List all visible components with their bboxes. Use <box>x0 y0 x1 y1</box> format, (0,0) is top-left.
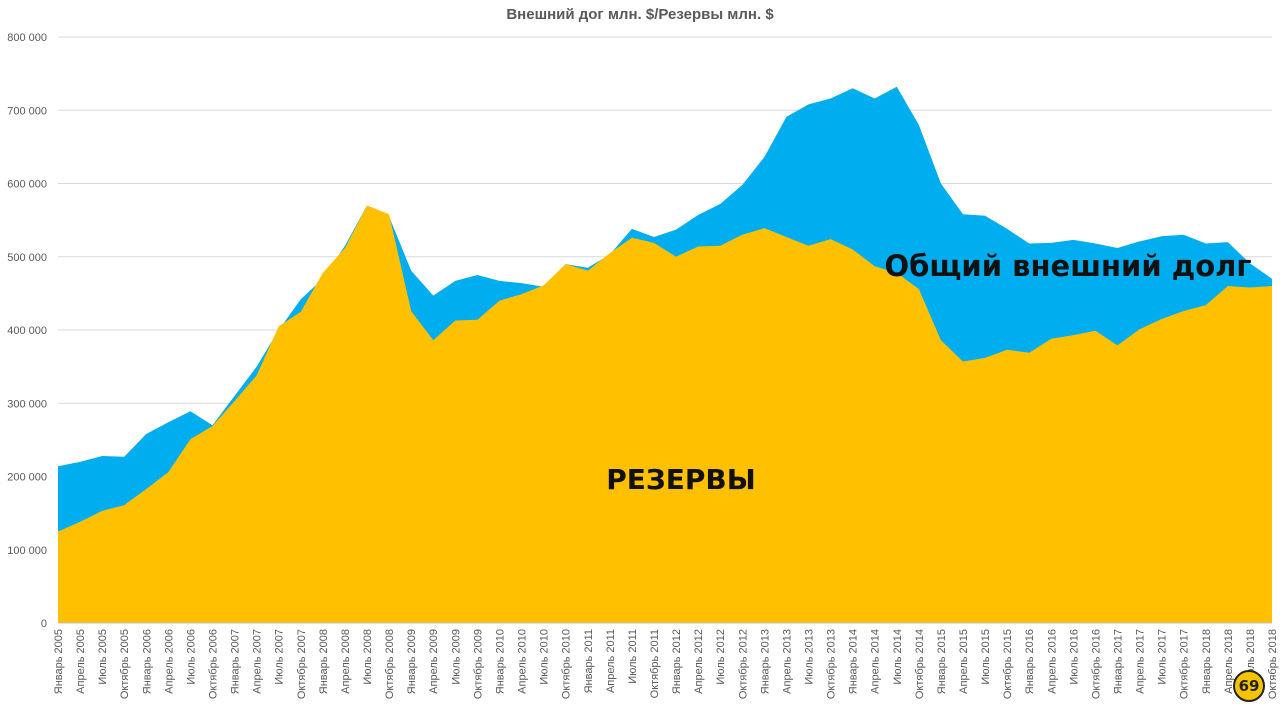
x-tick-label: Январь 2016 <box>1024 629 1036 694</box>
x-tick-label: Июль 2005 <box>97 629 109 685</box>
x-tick-label: Январь 2005 <box>53 629 65 694</box>
x-tick-label: Октябрь 2011 <box>649 629 661 698</box>
x-tick-label: Октябрь 2018 <box>1267 629 1279 699</box>
x-tick-label: Апрель 2007 <box>252 629 264 694</box>
x-tick-label: Январь 2017 <box>1112 629 1124 694</box>
y-tick-label: 200 000 <box>7 472 47 484</box>
y-axis: 0 100 000 200 000 300 000 400 000 500 000 600 … <box>7 32 47 630</box>
x-tick-label: Октябрь 2017 <box>1179 629 1191 699</box>
x-tick-label: Октябрь 2006 <box>208 629 220 699</box>
x-tick-label: Октябрь 2005 <box>119 629 131 699</box>
x-tick-label: Январь 2010 <box>494 629 506 694</box>
x-tick-label: Январь 2015 <box>936 629 948 694</box>
x-tick-label: Апрель 2005 <box>75 629 87 694</box>
site-logo: 69 <box>1233 670 1265 702</box>
x-tick-label: Октябрь 2010 <box>561 629 573 699</box>
x-tick-label: Январь 2009 <box>406 629 418 694</box>
y-tick-label: 400 000 <box>7 325 47 337</box>
x-tick-label: Апрель 2015 <box>958 629 970 694</box>
x-tick-label: Январь 2012 <box>671 629 683 694</box>
x-tick-label: Январь 2014 <box>848 629 860 694</box>
area-series <box>58 86 1272 624</box>
x-tick-label: Октябрь 2007 <box>296 629 308 699</box>
x-tick-label: Октябрь 2012 <box>737 629 749 699</box>
x-tick-label: Апрель 2006 <box>163 629 175 694</box>
x-tick-label: Октябрь 2009 <box>472 629 484 699</box>
x-tick-label: Апрель 2014 <box>870 629 882 694</box>
x-tick-label: Апрель 2008 <box>340 629 352 694</box>
x-tick-label: Июль 2014 <box>892 629 904 685</box>
x-tick-label: Апрель 2016 <box>1046 629 1058 694</box>
x-tick-label: Январь 2007 <box>230 629 242 694</box>
y-tick-label: 600 000 <box>7 179 47 191</box>
x-tick-label: Апрель 2010 <box>517 629 529 694</box>
x-tick-label: Апрель 2017 <box>1135 629 1147 694</box>
annotation-reserves: РЕЗЕРВЫ <box>606 463 756 496</box>
x-tick-label: Июль 2011 <box>627 629 639 684</box>
x-tick-label: Июль 2017 <box>1157 629 1169 685</box>
x-tick-label: Январь 2013 <box>759 629 771 694</box>
y-tick-label: 300 000 <box>7 398 47 410</box>
x-tick-label: Октябрь 2008 <box>384 629 396 699</box>
x-tick-label: Апрель 2011 <box>605 629 617 693</box>
x-tick-label: Июль 2007 <box>274 629 286 685</box>
x-tick-label: Апрель 2012 <box>693 629 705 694</box>
annotation-total-debt: Общий внешний долг <box>884 249 1251 283</box>
x-tick-label: Октябрь 2013 <box>826 629 838 699</box>
x-tick-label: Июль 2016 <box>1068 629 1080 685</box>
x-tick-label: Июль 2009 <box>450 629 462 685</box>
x-tick-label: Январь 2011 <box>583 629 595 693</box>
x-tick-label: Июль 2008 <box>362 629 374 685</box>
x-tick-label: Апрель 2013 <box>781 629 793 694</box>
x-tick-label: Июль 2013 <box>803 629 815 685</box>
y-tick-label: 500 000 <box>7 252 47 264</box>
y-tick-label: 800 000 <box>7 32 47 44</box>
y-tick-label: 100 000 <box>7 545 47 557</box>
x-tick-label: Январь 2018 <box>1201 629 1213 694</box>
series-reserves-area <box>58 205 1272 623</box>
x-tick-label: Октябрь 2016 <box>1090 629 1102 699</box>
x-axis: Январь 2005 Апрель 2005 Июль 2005 Октябрь 2… <box>53 629 1279 699</box>
x-tick-label: Июль 2006 <box>185 629 197 685</box>
x-tick-label: Апрель 2018 <box>1223 629 1235 694</box>
x-tick-label: Октябрь 2014 <box>914 629 926 699</box>
x-tick-label: Июль 2015 <box>980 629 992 685</box>
chart-title: Внешний дог млн. $/Резервы млн. $ <box>506 6 774 23</box>
x-tick-label: Январь 2008 <box>318 629 330 694</box>
x-tick-label: Октябрь 2015 <box>1002 629 1014 699</box>
y-tick-label: 0 <box>41 618 47 630</box>
x-tick-label: Апрель 2009 <box>428 629 440 694</box>
x-tick-label: Январь 2006 <box>141 629 153 694</box>
x-tick-label: Июль 2010 <box>539 629 551 685</box>
x-tick-label: Июль 2012 <box>715 629 727 685</box>
y-tick-label: 700 000 <box>7 105 47 117</box>
